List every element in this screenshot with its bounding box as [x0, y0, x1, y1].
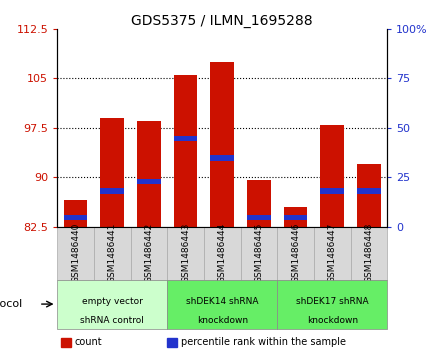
Text: GSM1486444: GSM1486444: [218, 223, 227, 283]
Bar: [57, 280, 167, 329]
Text: GSM1486446: GSM1486446: [291, 223, 300, 284]
Bar: [284, 215, 308, 220]
Bar: [100, 188, 124, 193]
Text: GSM1486441: GSM1486441: [108, 223, 117, 284]
Bar: [100, 118, 124, 227]
Bar: [351, 227, 387, 280]
Text: count: count: [74, 337, 102, 347]
Text: GSM1486445: GSM1486445: [254, 223, 264, 284]
Bar: [210, 155, 234, 161]
Bar: [64, 200, 88, 227]
Text: GSM1486442: GSM1486442: [144, 223, 154, 283]
Bar: [131, 227, 167, 280]
Bar: [167, 227, 204, 280]
Bar: [320, 125, 344, 227]
Bar: [247, 215, 271, 220]
Text: GSM1486440: GSM1486440: [71, 223, 80, 284]
Bar: [320, 188, 344, 193]
Bar: [204, 227, 241, 280]
Text: empty vector: empty vector: [82, 297, 143, 306]
Text: GSM1486447: GSM1486447: [328, 223, 337, 284]
Bar: [64, 215, 88, 220]
Title: GDS5375 / ILMN_1695288: GDS5375 / ILMN_1695288: [132, 14, 313, 28]
Bar: [137, 179, 161, 184]
Bar: [314, 227, 351, 280]
Bar: [277, 280, 387, 329]
Text: knockdown: knockdown: [307, 315, 358, 325]
Bar: [57, 227, 94, 280]
Bar: [284, 207, 308, 227]
Bar: [137, 121, 161, 227]
Text: shDEK14 shRNA: shDEK14 shRNA: [186, 297, 258, 306]
Text: knockdown: knockdown: [197, 315, 248, 325]
Text: percentile rank within the sample: percentile rank within the sample: [181, 337, 346, 347]
Text: shDEK17 shRNA: shDEK17 shRNA: [296, 297, 369, 306]
Bar: [61, 338, 71, 347]
Text: GSM1486448: GSM1486448: [364, 223, 374, 284]
Bar: [94, 227, 131, 280]
Bar: [167, 338, 177, 347]
Text: GSM1486443: GSM1486443: [181, 223, 190, 284]
Text: shRNA control: shRNA control: [80, 315, 144, 325]
Bar: [210, 62, 234, 227]
Bar: [247, 180, 271, 227]
Bar: [174, 136, 198, 141]
Text: protocol: protocol: [0, 299, 22, 309]
Bar: [277, 227, 314, 280]
Bar: [241, 227, 277, 280]
Bar: [174, 75, 198, 227]
Bar: [357, 164, 381, 227]
Bar: [167, 280, 277, 329]
Bar: [357, 188, 381, 193]
